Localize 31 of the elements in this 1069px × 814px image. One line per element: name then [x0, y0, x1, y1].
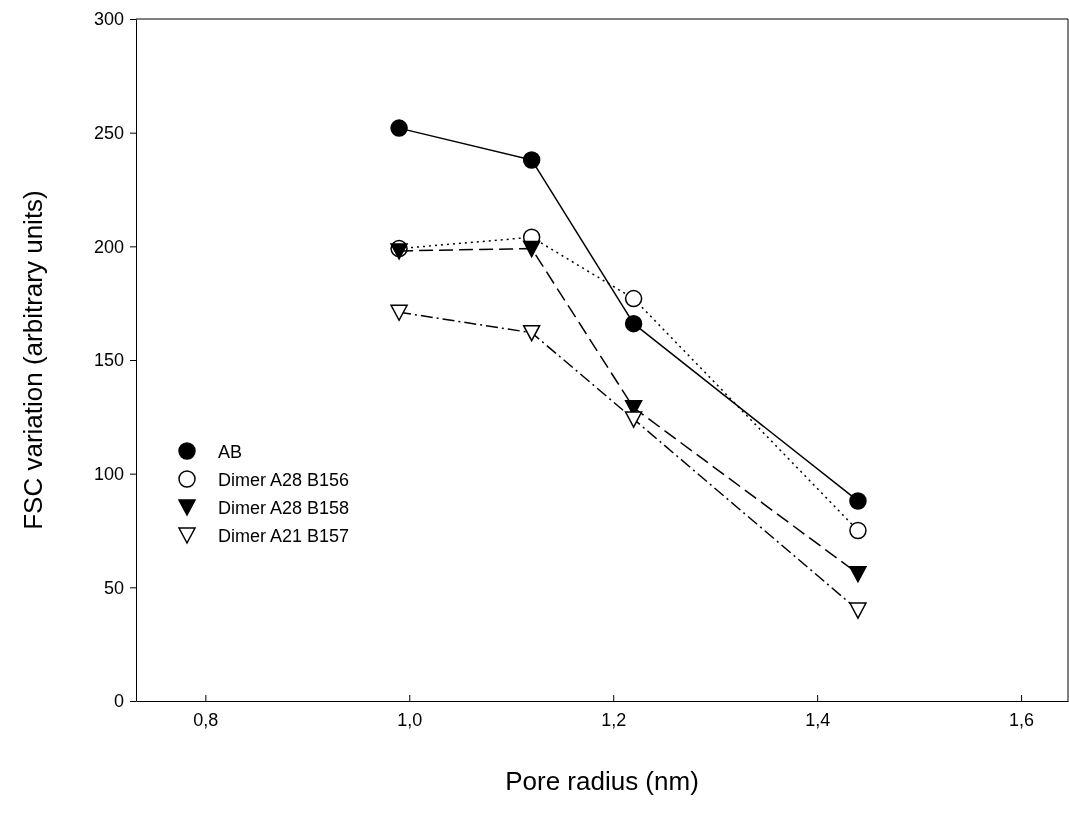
- x-tick-label: 1,0: [397, 709, 423, 730]
- point: [849, 565, 867, 583]
- x-tick-label: 1,4: [805, 709, 831, 730]
- x-tick-label: 1,6: [1009, 709, 1035, 730]
- y-tick-label: 100: [93, 463, 124, 484]
- x-tick-label: 0,8: [193, 709, 219, 730]
- legend-label: AB: [218, 442, 243, 462]
- x-axis-title: Pore radius (nm): [505, 766, 699, 796]
- point: [624, 411, 643, 428]
- x-tick-label: 1,2: [601, 709, 627, 730]
- point: [849, 521, 867, 540]
- y-tick-label: 150: [93, 350, 124, 371]
- y-tick-label: 250: [93, 122, 124, 143]
- point: [849, 602, 867, 619]
- legend-label: Dimer A28 B158: [218, 498, 350, 518]
- legend-label: Dimer A21 B157: [218, 526, 350, 546]
- point: [522, 240, 541, 258]
- y-tick-label: 50: [103, 577, 124, 598]
- point: [390, 304, 408, 322]
- point: [522, 324, 541, 342]
- y-axis-title: FSC variation (arbitrary units): [18, 190, 48, 530]
- point: [624, 314, 643, 333]
- y-tick-label: 200: [93, 236, 124, 257]
- legend-label: Dimer A28 B156: [218, 470, 350, 490]
- point: [390, 119, 408, 137]
- point: [849, 492, 867, 510]
- y-tick-label: 300: [93, 9, 124, 30]
- point: [522, 151, 541, 169]
- point: [390, 243, 408, 260]
- point: [624, 289, 643, 308]
- y-tick-label: 0: [113, 691, 124, 712]
